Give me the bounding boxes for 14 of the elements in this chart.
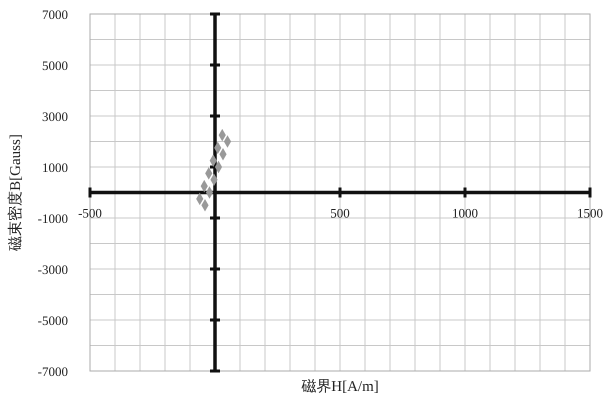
y-tick-label: 7000 bbox=[42, 7, 68, 22]
x-axis-title: 磁界H[A/m] bbox=[300, 378, 379, 395]
x-tick-label: -500 bbox=[78, 206, 102, 220]
y-tick-label: -1000 bbox=[38, 211, 68, 226]
y-tick-label: -5000 bbox=[38, 313, 68, 328]
x-tick-label: 500 bbox=[330, 206, 350, 220]
x-tick-label: 1000 bbox=[452, 206, 478, 220]
y-tick-label: 3000 bbox=[42, 109, 68, 124]
x-tick-label: 1500 bbox=[577, 206, 603, 220]
y-tick-label: -3000 bbox=[38, 262, 68, 277]
y-tick-label: 1000 bbox=[42, 160, 68, 175]
y-tick-label: -7000 bbox=[38, 364, 68, 379]
y-tick-label: 5000 bbox=[42, 58, 68, 73]
y-axis-title: 磁束密度B[Gauss] bbox=[7, 134, 24, 252]
